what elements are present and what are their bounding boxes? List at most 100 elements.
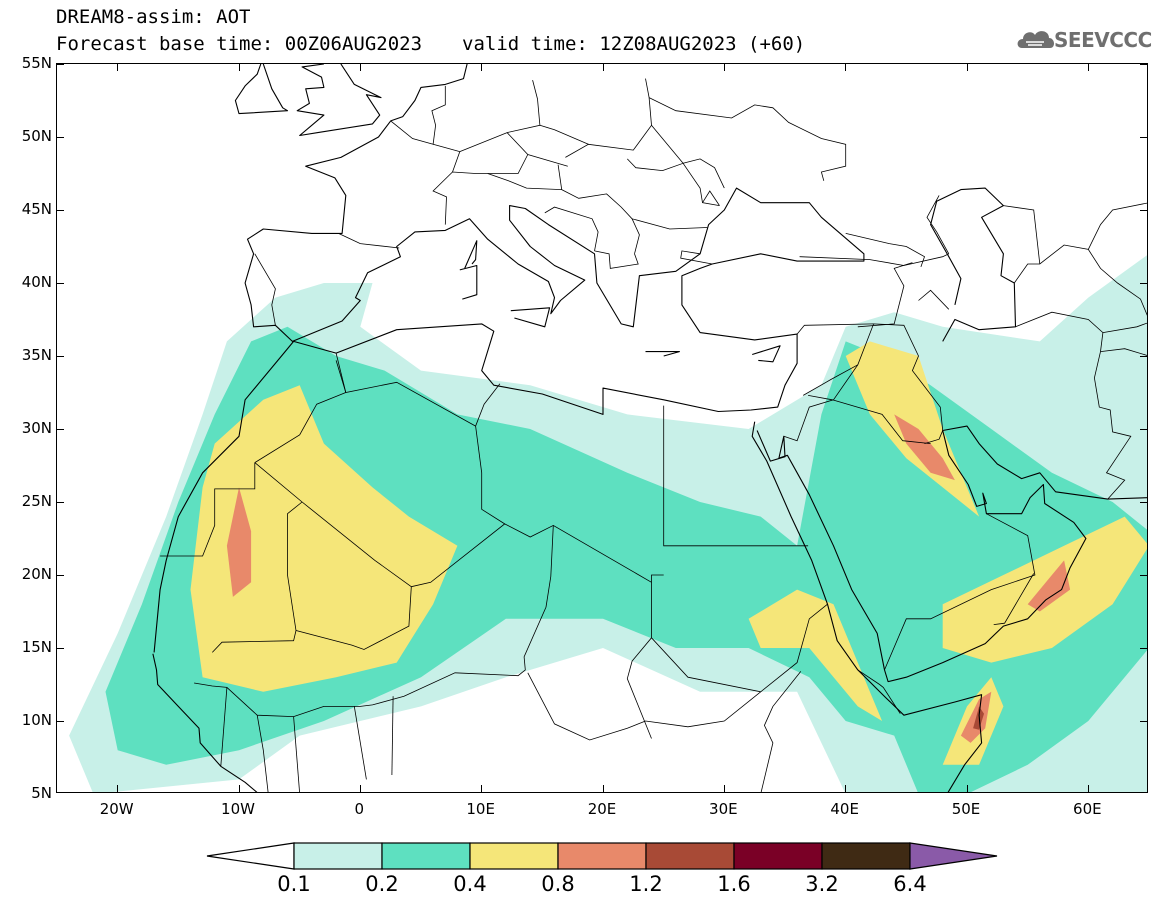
aot-region-5 [748,589,883,721]
aot-region-8 [894,414,955,481]
lon-tick-mark [845,785,847,792]
lon-label: 40E [830,800,859,818]
colorbar-swatch [821,842,911,870]
coastline-0 [153,64,865,653]
colorbar-label: 3.2 [805,872,839,896]
coastline-4 [152,653,258,792]
lon-tick-mark [966,785,968,792]
lat-tick-mark [1140,574,1147,576]
colorbar-label: 6.4 [893,872,927,896]
colorbar-label: 1.2 [629,872,663,896]
aot-region-2 [190,385,458,692]
country-border-43 [390,85,446,145]
coastline-9 [459,264,478,300]
coastline-11 [645,351,680,357]
lat-tick-mark [57,647,64,649]
country-border-31 [680,250,713,265]
lat-tick-mark [1140,428,1147,430]
country-border-7 [254,392,346,463]
title-line2: Forecast base time: 00Z06AUG2023 valid ti… [56,33,805,55]
country-border-22 [645,691,761,728]
lat-label: 40N [21,273,52,291]
coastline-5 [930,187,1017,342]
country-border-8 [663,405,809,547]
lat-tick-mark [57,64,64,65]
country-border-20 [918,289,950,310]
lon-label: 0 [354,800,365,818]
lon-tick-mark [238,64,240,71]
country-border-54 [1087,202,1147,250]
country-border-4 [194,525,554,718]
lat-label: 15N [21,638,52,656]
lat-tick-mark [1140,355,1147,357]
colorbar-swatch [645,842,735,870]
country-border-5 [475,383,505,525]
country-border-33 [631,218,708,254]
country-border-55 [1003,205,1041,265]
lon-tick-mark [117,64,119,71]
country-border-57 [1102,322,1147,333]
lon-tick-mark [1087,785,1089,792]
aot-region-11 [973,706,984,730]
lon-label: 20E [587,800,617,818]
country-border-35 [544,206,599,251]
aot-region-10 [960,691,992,743]
country-border-46 [651,125,684,164]
coastline-1 [751,421,983,792]
lat-label: 10N [21,711,52,729]
country-border-28 [220,687,228,767]
colorbar-label: 0.8 [541,872,575,896]
country-border-17 [993,573,1035,625]
country-border-1 [212,462,412,653]
lat-label: 55N [21,54,52,72]
country-border-14 [924,430,944,444]
lat-tick-mark [1140,282,1147,284]
colorbar [206,842,998,870]
country-border-3 [411,523,652,739]
colorbar-swatch [293,842,383,870]
valid-time: valid time: 12Z08AUG2023 (+60) [462,33,806,55]
lat-label: 25N [21,492,52,510]
lon-tick-mark [359,64,361,71]
colorbar-label: 0.4 [453,872,487,896]
colorbar-under-triangle [206,842,295,870]
country-border-26 [293,716,300,792]
country-border-36 [627,158,720,206]
lat-label: 30N [21,419,52,437]
country-border-58 [1100,348,1147,356]
base-time: Forecast base time: 00Z06AUG2023 [56,33,423,55]
country-border-24 [353,706,367,780]
lon-tick-mark [238,785,240,792]
lat-tick-mark [1140,64,1147,65]
coastline-8 [464,240,478,269]
country-border-6 [335,360,476,427]
country-border-42 [432,143,461,173]
country-border-10 [651,603,828,693]
title-line1: DREAM8-assim: AOT [56,6,251,28]
country-border-50 [254,253,276,326]
lat-label: 50N [21,127,52,145]
lon-tick-mark [359,785,361,792]
lat-tick-mark [1140,647,1147,649]
country-border-21 [760,671,802,792]
lat-tick-mark [57,136,64,138]
lat-tick-mark [1140,720,1147,722]
lon-tick-mark [481,785,483,792]
lat-tick-mark [57,209,64,211]
coastline-2 [778,425,1147,683]
country-border-37 [565,78,652,158]
lat-tick-mark [1140,209,1147,211]
lat-label: 20N [21,565,52,583]
aot-region-7 [226,487,252,597]
lat-tick-mark [1140,136,1147,138]
lon-tick-mark [602,64,604,71]
country-border-12 [803,364,858,396]
lat-tick-mark [57,355,64,357]
coastline-12 [752,345,781,363]
country-border-47 [702,190,720,206]
aot-region-9 [1027,560,1071,612]
country-border-34 [561,189,633,220]
country-border-56 [1015,311,1132,500]
aot-map [69,64,1147,792]
lon-tick-mark [723,64,725,71]
